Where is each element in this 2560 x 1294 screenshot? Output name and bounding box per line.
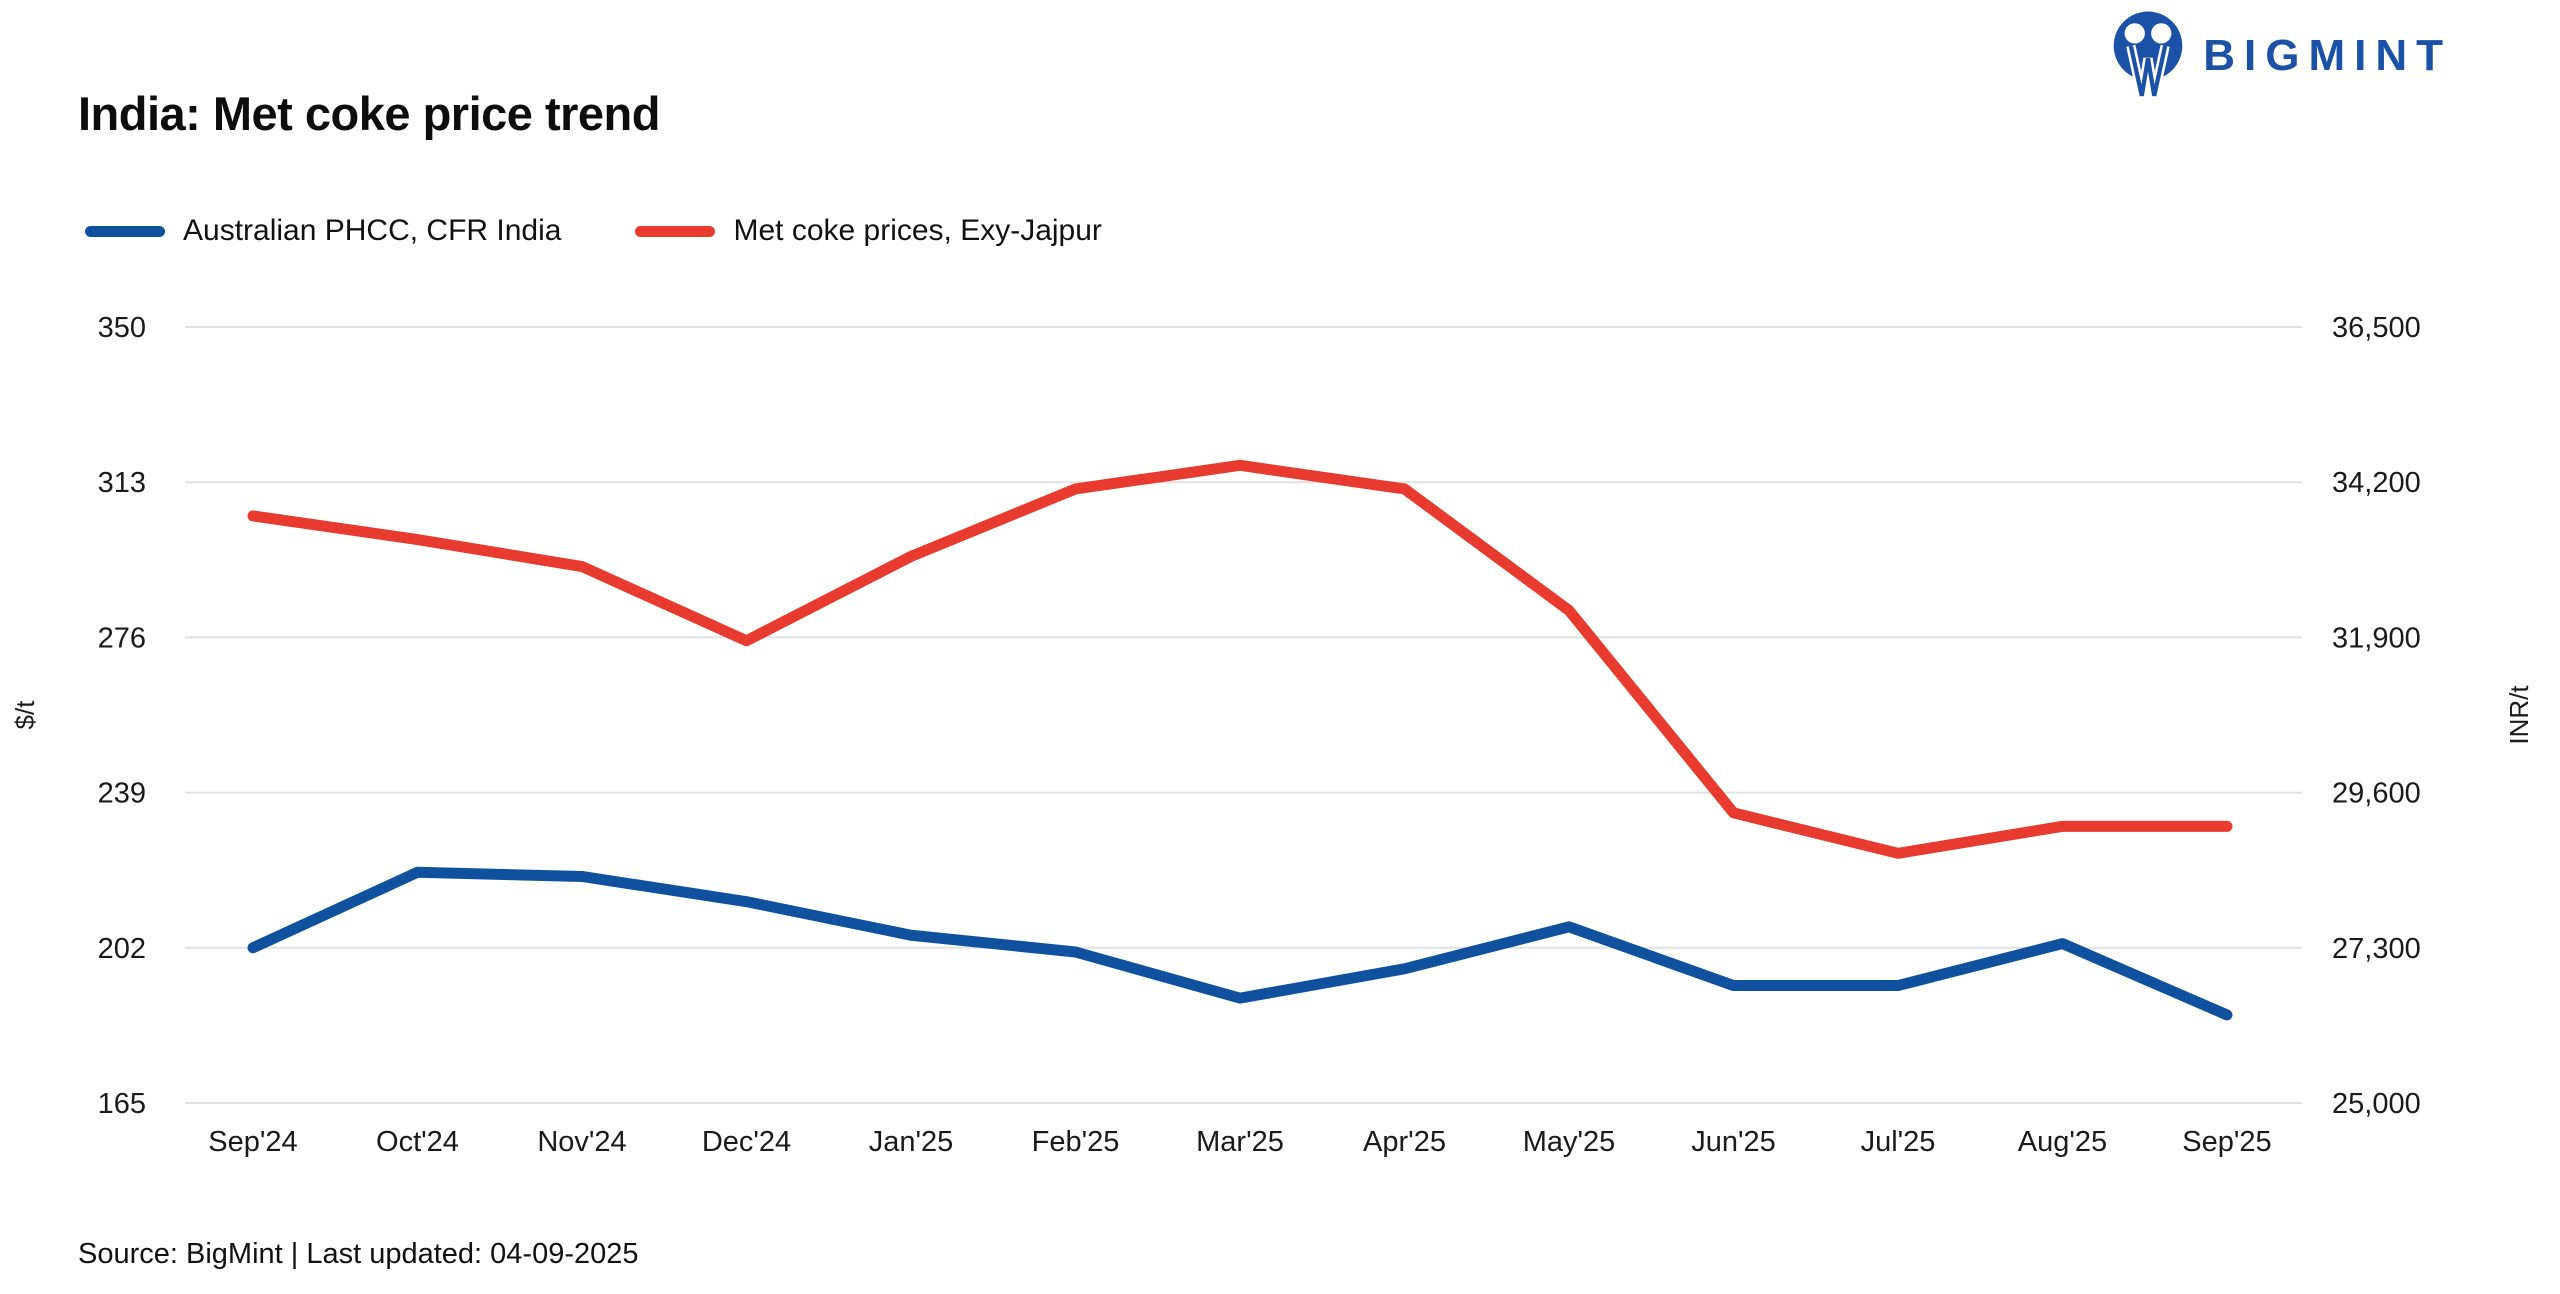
right-axis-tick-label: 29,600: [2332, 778, 2421, 810]
x-axis-tick-label: Feb'25: [1032, 1126, 1120, 1158]
legend-item-met-coke: Met coke prices, Exy-Jajpur: [635, 214, 1102, 248]
x-axis-tick-label: Mar'25: [1196, 1126, 1284, 1158]
bigmint-logo-text: BIGMINT: [2203, 31, 2452, 80]
x-axis-tick-label: May'25: [1523, 1126, 1616, 1158]
x-axis-tick-label: Sep'24: [208, 1126, 297, 1158]
legend-item-australian-phcc: Australian PHCC, CFR India: [85, 214, 561, 248]
source-note: Source: BigMint | Last updated: 04-09-20…: [78, 1238, 639, 1270]
left-axis-tick-label: 165: [98, 1088, 146, 1120]
x-axis-tick-label: Nov'24: [537, 1126, 626, 1158]
page-title: India: Met coke price trend: [78, 87, 660, 140]
blue-series-line: [247, 866, 2233, 1021]
left-axis-tick-label: 202: [98, 933, 146, 965]
legend-label: Met coke prices, Exy-Jajpur: [733, 214, 1102, 247]
x-axis-tick-label: Jul'25: [1861, 1126, 1936, 1158]
x-axis-tick-label: Dec'24: [702, 1126, 791, 1158]
bigmint-logo: BIGMINT: [2109, 10, 2452, 102]
x-axis-tick-label: Sep'25: [2182, 1126, 2271, 1158]
right-axis-tick-label: 25,000: [2332, 1088, 2421, 1120]
blue-line-swatch: [85, 225, 165, 237]
right-axis-unit-label: INR/t: [2504, 685, 2534, 745]
x-axis-tick-label: Apr'25: [1363, 1126, 1446, 1158]
red-line-swatch: [635, 225, 716, 237]
right-axis-tick-label: 34,200: [2332, 467, 2421, 499]
x-axis-tick-label: Jun'25: [1691, 1126, 1776, 1158]
x-axis-tick-label: Aug'25: [2018, 1126, 2107, 1158]
x-axis-tick-label: Jan'25: [869, 1126, 954, 1158]
right-axis-tick-label: 31,900: [2332, 622, 2421, 654]
left-axis-tick-label: 313: [98, 467, 146, 499]
left-axis-tick-label: 239: [98, 778, 146, 810]
legend-label: Australian PHCC, CFR India: [183, 214, 562, 247]
bigmint-logo-icon: [2113, 11, 2183, 97]
right-axis-tick-label: 27,300: [2332, 933, 2421, 965]
right-axis-tick-label: 36,500: [2332, 312, 2421, 344]
red-series-line: [247, 459, 2233, 859]
left-axis-unit-label: $/t: [10, 700, 40, 730]
x-axis-tick-label: Oct'24: [376, 1126, 459, 1158]
chart-legend: Australian PHCC, CFR India Met coke pric…: [85, 214, 1102, 248]
left-axis-tick-label: 276: [98, 622, 146, 654]
left-axis-tick-label: 350: [98, 312, 146, 344]
